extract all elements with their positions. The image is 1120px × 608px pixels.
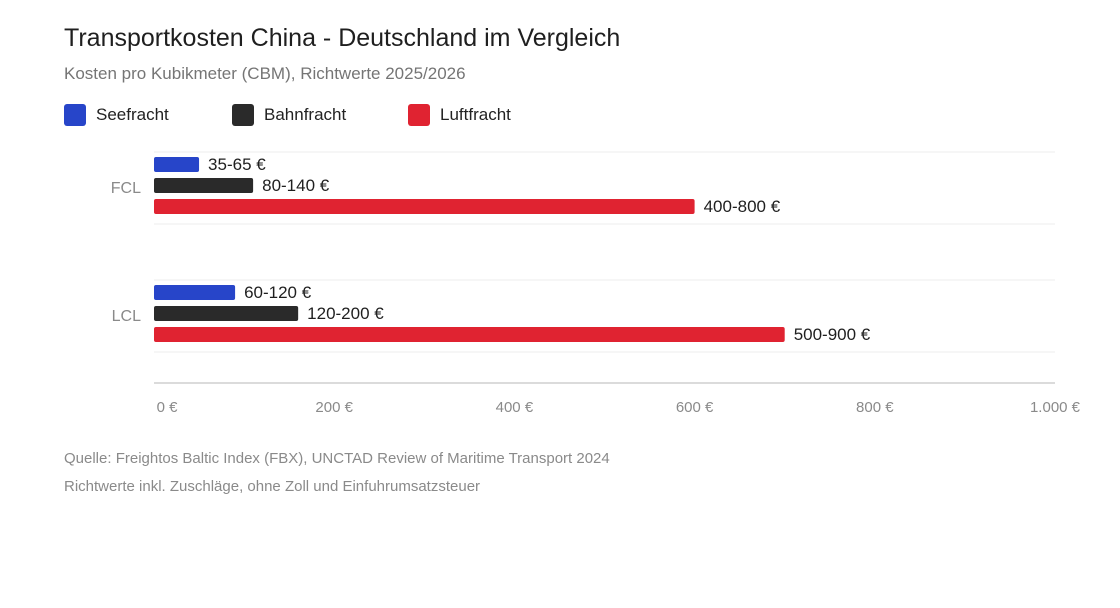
x-tick-label: 0 € xyxy=(157,399,179,416)
source-note: Quelle: Freightos Baltic Index (FBX), UN… xyxy=(64,450,610,467)
x-tick-label: 1.000 € xyxy=(1030,399,1081,416)
legend-label-luftfracht: Luftfracht xyxy=(440,105,511,124)
category-label-fcl: FCL xyxy=(111,180,141,197)
data-label-bahnfracht-lcl: 120-200 € xyxy=(307,304,384,323)
bar-bahnfracht-lcl xyxy=(154,306,299,321)
legend-label-bahnfracht: Bahnfracht xyxy=(264,105,347,124)
chart-title: Transportkosten China - Deutschland im V… xyxy=(64,24,621,52)
legend-swatch-seefracht xyxy=(64,104,86,126)
legend-item-seefracht: Seefracht xyxy=(64,104,169,126)
bar-seefracht-fcl xyxy=(154,157,200,172)
legend-swatch-bahnfracht xyxy=(232,104,254,126)
data-label-seefracht-lcl: 60-120 € xyxy=(244,283,312,302)
data-label-bahnfracht-fcl: 80-140 € xyxy=(262,176,330,195)
chart-subtitle: Kosten pro Kubikmeter (CBM), Richtwerte … xyxy=(64,64,466,83)
x-tick-label: 800 € xyxy=(856,399,894,416)
legend-swatch-luftfracht xyxy=(408,104,430,126)
data-label-seefracht-fcl: 35-65 € xyxy=(208,155,266,174)
legend-label-seefracht: Seefracht xyxy=(96,105,169,124)
x-tick-label: 600 € xyxy=(676,399,714,416)
x-tick-label: 400 € xyxy=(496,399,534,416)
data-label-luftfracht-lcl: 500-900 € xyxy=(794,325,871,344)
footnote: Richtwerte inkl. Zuschläge, ohne Zoll un… xyxy=(64,478,481,495)
x-tick-label: 200 € xyxy=(315,399,353,416)
bar-seefracht-lcl xyxy=(154,285,236,300)
legend-item-bahnfracht: Bahnfracht xyxy=(232,104,346,126)
bar-bahnfracht-fcl xyxy=(154,178,254,193)
bar-chart: 0 € 200 € 400 € 600 € 800 € 1.000 € FCL 35-65 €… xyxy=(111,151,1081,416)
data-label-luftfracht-fcl: 400-800 € xyxy=(704,197,781,216)
category-label-lcl: LCL xyxy=(112,308,141,325)
bar-luftfracht-fcl xyxy=(154,199,695,214)
legend-item-luftfracht: Luftfracht xyxy=(408,104,511,126)
bar-luftfracht-lcl xyxy=(154,327,785,342)
